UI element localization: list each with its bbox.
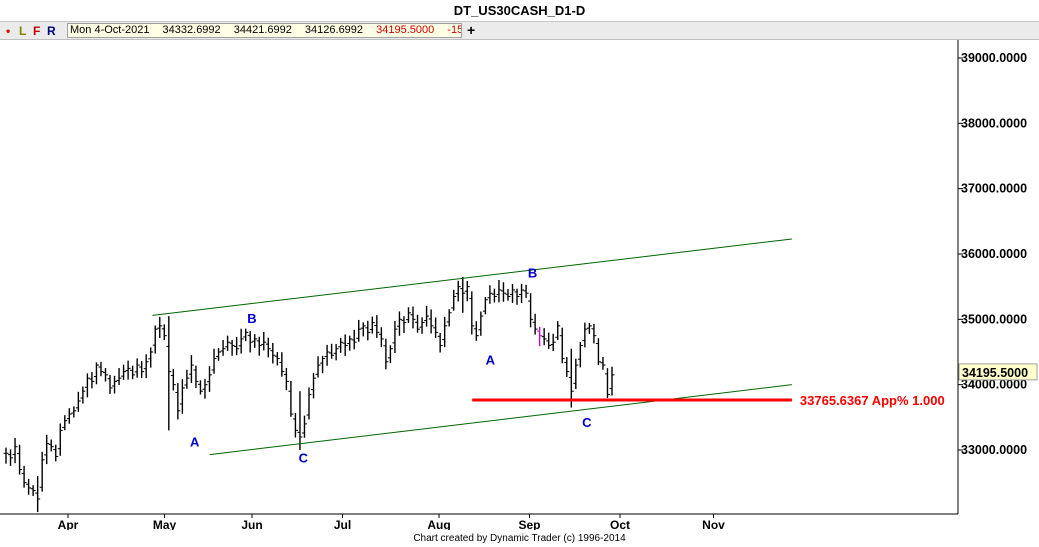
x-tick-label: Sep — [519, 518, 541, 530]
y-tick-label: 37000.0000 — [961, 182, 1027, 196]
x-tick-label: Aug — [427, 518, 450, 530]
x-tick-label: Jun — [241, 518, 262, 530]
window-title: DT_US30CASH_D1-D — [453, 3, 586, 18]
y-tick-label: 36000.0000 — [961, 247, 1027, 261]
f-flag[interactable]: F — [33, 24, 41, 38]
y-tick-label: 34000.0000 — [961, 378, 1027, 392]
x-tick-label: Apr — [58, 518, 79, 530]
price-chart[interactable]: 33000.0000 34000.0000 35000.0000 36000.0000… — [0, 40, 1039, 532]
y-tick-label: 38000.0000 — [961, 116, 1027, 130]
wave-label: A — [486, 353, 496, 368]
last-price-box — [958, 363, 1038, 381]
ohlc-low: 34126.6992 — [304, 24, 364, 36]
r-flag[interactable]: R — [47, 24, 56, 38]
plot-background — [0, 40, 958, 514]
ohlc-close: 34195.5000 — [376, 24, 435, 36]
add-plus-button[interactable]: + — [467, 22, 476, 38]
last-price-label: 34195.5000 — [962, 366, 1028, 380]
x-tick-label: Jul — [334, 518, 351, 530]
chart-footer: Chart created by Dynamic Trader (c) 1996… — [0, 531, 1039, 547]
info-toolbar: • L F R Mon 4-Oct-2021 34332.6992 34421.… — [0, 22, 1039, 40]
x-tick-label: May — [153, 518, 177, 530]
ohlc-change: -154.2 — [447, 24, 462, 36]
y-tick-label: 35000.0000 — [961, 312, 1027, 326]
wave-label: B — [247, 311, 256, 326]
ohlc-date: Mon 4-Oct-2021 — [70, 24, 150, 36]
chart-area[interactable]: 33000.0000 34000.0000 35000.0000 36000.0000… — [0, 40, 1039, 532]
footer-credit: Chart created by Dynamic Trader (c) 1996… — [413, 533, 626, 544]
ohlc-high: 34421.6992 — [233, 24, 292, 36]
ohlc-open: 34332.6992 — [162, 24, 221, 36]
upper-channel-line — [152, 238, 792, 316]
support-label: 33765.6367 App% 1.000 — [800, 393, 945, 408]
wave-label: A — [190, 434, 200, 449]
wave-label: C — [582, 415, 592, 430]
y-tick-label: 39000.0000 — [961, 51, 1027, 65]
wave-label: C — [299, 451, 309, 466]
x-tick-label: Oct — [610, 518, 630, 530]
x-tick-label: Nov — [702, 518, 725, 530]
dot-flag[interactable]: • — [6, 24, 11, 38]
l-flag[interactable]: L — [19, 24, 27, 38]
wave-label: B — [528, 265, 537, 280]
ohlc-readout: Mon 4-Oct-2021 34332.6992 34421.6992 341… — [67, 23, 462, 38]
y-tick-label: 33000.0000 — [961, 443, 1027, 457]
lower-channel-line — [209, 384, 792, 456]
chart-title-bar: DT_US30CASH_D1-D — [0, 0, 1039, 22]
